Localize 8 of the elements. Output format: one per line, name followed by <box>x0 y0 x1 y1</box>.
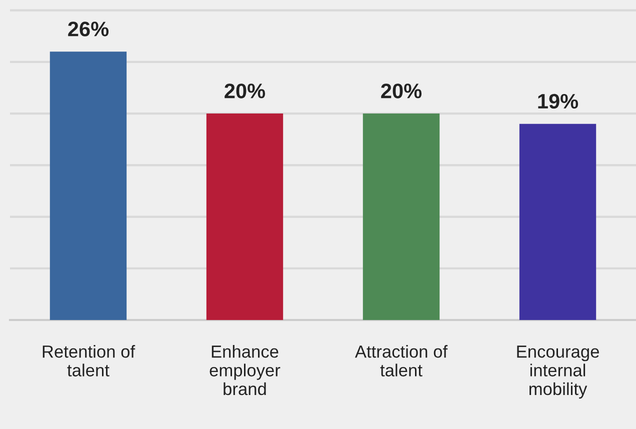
x-tick-label: Enhance employer brand <box>210 345 280 396</box>
x-tick-label: Retention of talent <box>42 345 136 376</box>
x-tick-label: Encourage internal mobility <box>517 346 599 399</box>
data-label: 19% <box>538 94 578 109</box>
data-label: 20% <box>224 84 266 98</box>
data-label: 20% <box>381 84 422 98</box>
data-label: 26% <box>68 22 109 36</box>
x-tick-label: Attraction of talent <box>354 345 448 376</box>
